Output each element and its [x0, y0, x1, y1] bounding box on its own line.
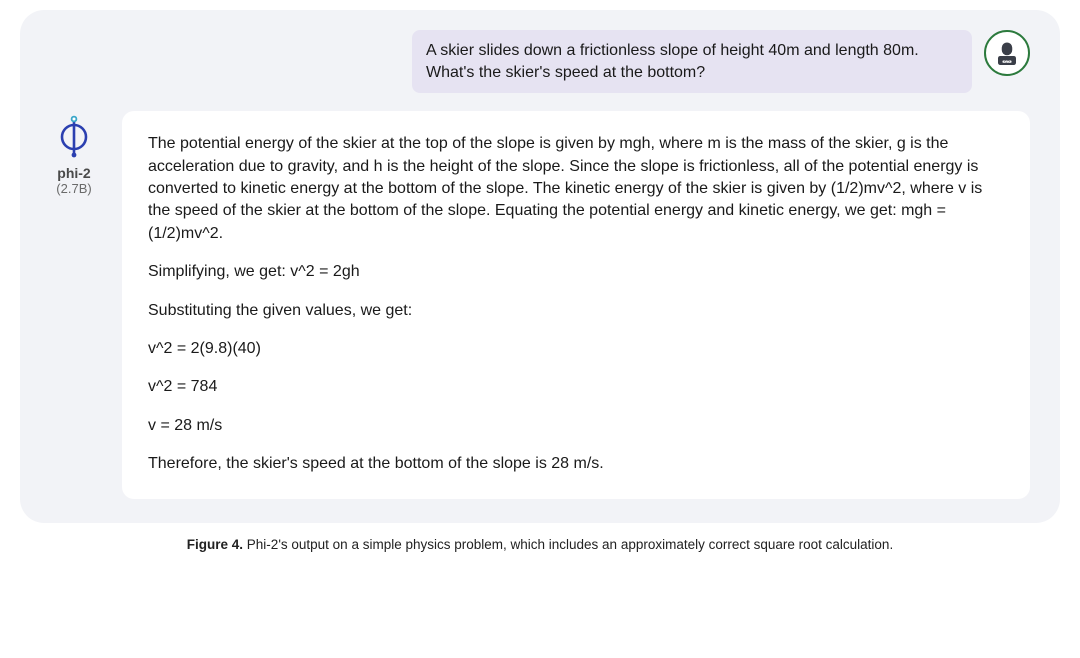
user-avatar-icon: </> — [992, 38, 1022, 68]
figure-caption: Figure 4. Phi-2's output on a simple phy… — [20, 537, 1060, 552]
user-row: A skier slides down a frictionless slope… — [44, 30, 1030, 93]
model-name: phi-2 — [57, 165, 90, 181]
user-message-bubble: A skier slides down a frictionless slope… — [412, 30, 972, 93]
response-paragraph: The potential energy of the skier at the… — [148, 133, 1004, 245]
response-paragraph: Simplifying, we get: v^2 = 2gh — [148, 261, 1004, 283]
model-row: phi-2 (2.7B) The potential energy of the… — [44, 111, 1030, 499]
phi-icon — [52, 115, 96, 159]
chat-container: A skier slides down a frictionless slope… — [20, 10, 1060, 523]
svg-text:</>: </> — [1004, 59, 1012, 63]
model-meta: phi-2 (2.7B) — [44, 111, 104, 196]
figure-caption-text: Phi-2's output on a simple physics probl… — [243, 537, 893, 552]
user-message-text: A skier slides down a frictionless slope… — [426, 42, 919, 81]
figure-label: Figure 4. — [187, 537, 243, 552]
model-response-bubble: The potential energy of the skier at the… — [122, 111, 1030, 499]
model-params: (2.7B) — [56, 181, 91, 196]
response-paragraph: Therefore, the skier's speed at the bott… — [148, 453, 1004, 475]
response-paragraph: Substituting the given values, we get: — [148, 300, 1004, 322]
response-paragraph: v^2 = 784 — [148, 376, 1004, 398]
response-paragraph: v^2 = 2(9.8)(40) — [148, 338, 1004, 360]
user-avatar: </> — [984, 30, 1030, 76]
response-paragraph: v = 28 m/s — [148, 415, 1004, 437]
